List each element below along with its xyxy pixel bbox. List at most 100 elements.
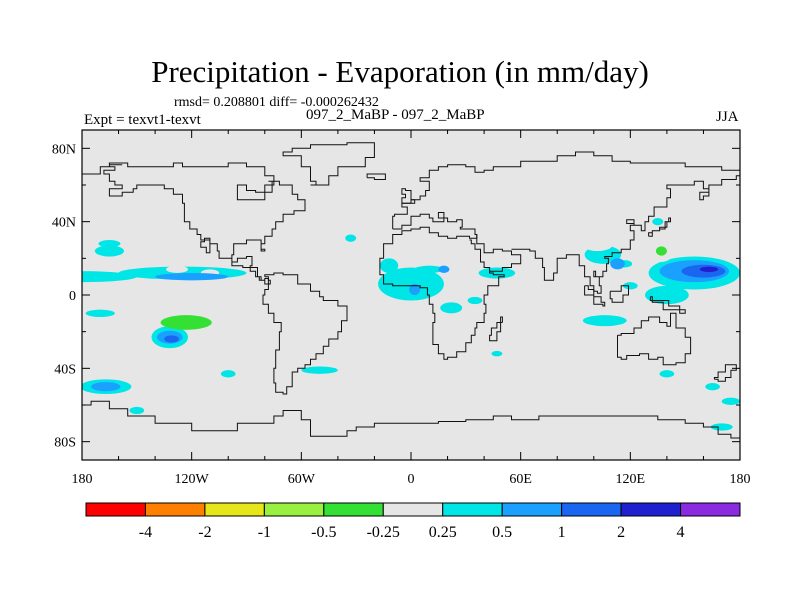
field-region (85, 309, 115, 318)
y-tick-label: 80S (54, 436, 76, 451)
field-region (440, 302, 463, 314)
field-region (540, 348, 549, 356)
y-axis: 80N 40N 0 40S 80S (52, 142, 740, 451)
x-tick-label: 180 (730, 472, 751, 487)
coastline (609, 285, 629, 303)
stats-line: rmsd= 0.208801 diff= -0.000262432 (174, 95, 379, 110)
field-region (345, 234, 357, 242)
field-region (149, 218, 168, 226)
field-region (197, 324, 242, 336)
coastline (366, 173, 386, 180)
colorbar-swatch (501, 502, 563, 517)
x-tick-label: 60E (509, 472, 532, 487)
field-region (582, 240, 613, 251)
coastline (379, 212, 505, 360)
x-axis: 180 120W 60W 0 60E 120E 180 (72, 130, 751, 487)
field-region (582, 315, 627, 327)
coastline-layer (82, 142, 740, 439)
field-region (220, 370, 236, 378)
y-tick-label: 80N (52, 142, 76, 157)
field-region (166, 265, 189, 274)
field-region (655, 246, 667, 256)
field-region (164, 335, 179, 343)
case-label: 097_2_MaBP - 097_2_MaBP (306, 107, 485, 123)
field-region (379, 258, 399, 273)
coastline (82, 162, 306, 285)
colorbar-swatch (680, 502, 741, 517)
coastline (584, 285, 606, 307)
y-tick-label: 40S (54, 362, 76, 377)
field-region (659, 370, 675, 378)
coastline (82, 400, 740, 439)
field-region (652, 218, 664, 226)
field-region (710, 423, 733, 431)
colorbar-swatch (620, 502, 682, 517)
field-region (467, 296, 483, 305)
colorbar-swatch (323, 502, 384, 517)
colorbar-swatch (442, 502, 503, 517)
coastline (713, 364, 737, 382)
field-region (644, 285, 689, 305)
colorbar-label: 2 (617, 524, 625, 541)
field-region (91, 221, 110, 229)
field-region (456, 234, 468, 242)
coastline (489, 316, 503, 342)
field-region (478, 267, 516, 279)
y-tick-label: 0 (69, 289, 76, 304)
field-region (712, 412, 724, 420)
x-tick-label: 180 (72, 472, 93, 487)
field-region (438, 265, 450, 274)
coastline (401, 188, 416, 204)
colorbar-label: -1 (258, 524, 271, 541)
field-region (306, 311, 326, 327)
colorbar-label: 4 (677, 524, 685, 541)
field-region (155, 273, 229, 281)
colorbar-swatch (382, 502, 444, 517)
field-region (98, 240, 121, 248)
colorbar: -4 -2 -1 -0.5 -0.25 0.25 0.5 1 2 4 (85, 502, 741, 541)
colorbar-label: -4 (139, 524, 152, 541)
coastline (648, 217, 671, 237)
field-region (103, 258, 134, 270)
colorbar-swatch (85, 502, 146, 517)
field-region (390, 285, 410, 294)
season-label: JJA (716, 109, 739, 125)
field-region (129, 406, 145, 415)
field-region (91, 382, 121, 392)
colorbar-swatch (144, 502, 206, 517)
field-region (343, 260, 358, 279)
field-region (301, 366, 338, 374)
field-region (719, 208, 740, 217)
field-region (409, 284, 421, 295)
colorbar-label: -0.25 (367, 524, 400, 541)
field-region (334, 222, 349, 229)
field-region (295, 258, 307, 266)
chart-title: Precipitation - Evaporation (in mm/day) (151, 54, 649, 89)
colorbar-label: 0.25 (429, 524, 457, 541)
field-region (699, 266, 719, 273)
colorbar-swatch (204, 502, 265, 517)
coastline (649, 296, 686, 314)
field-region (721, 397, 740, 406)
field-region (160, 315, 212, 330)
field-region (681, 232, 700, 240)
field-region (637, 243, 653, 251)
coastline (282, 142, 375, 186)
colorbar-swatch (561, 502, 622, 517)
y-tick-label: 40N (52, 216, 76, 231)
coastline (617, 312, 692, 366)
field-region (623, 282, 638, 290)
field-region (601, 212, 620, 220)
field-region (560, 347, 572, 353)
field-layer (82, 208, 740, 431)
field-region (118, 340, 137, 352)
field-region (387, 313, 399, 321)
field-region (246, 357, 265, 369)
x-tick-label: 60W (288, 472, 316, 487)
colorbar-swatch (263, 502, 325, 517)
x-tick-label: 120E (616, 472, 646, 487)
x-tick-label: 120W (175, 472, 210, 487)
coastline (511, 175, 740, 294)
